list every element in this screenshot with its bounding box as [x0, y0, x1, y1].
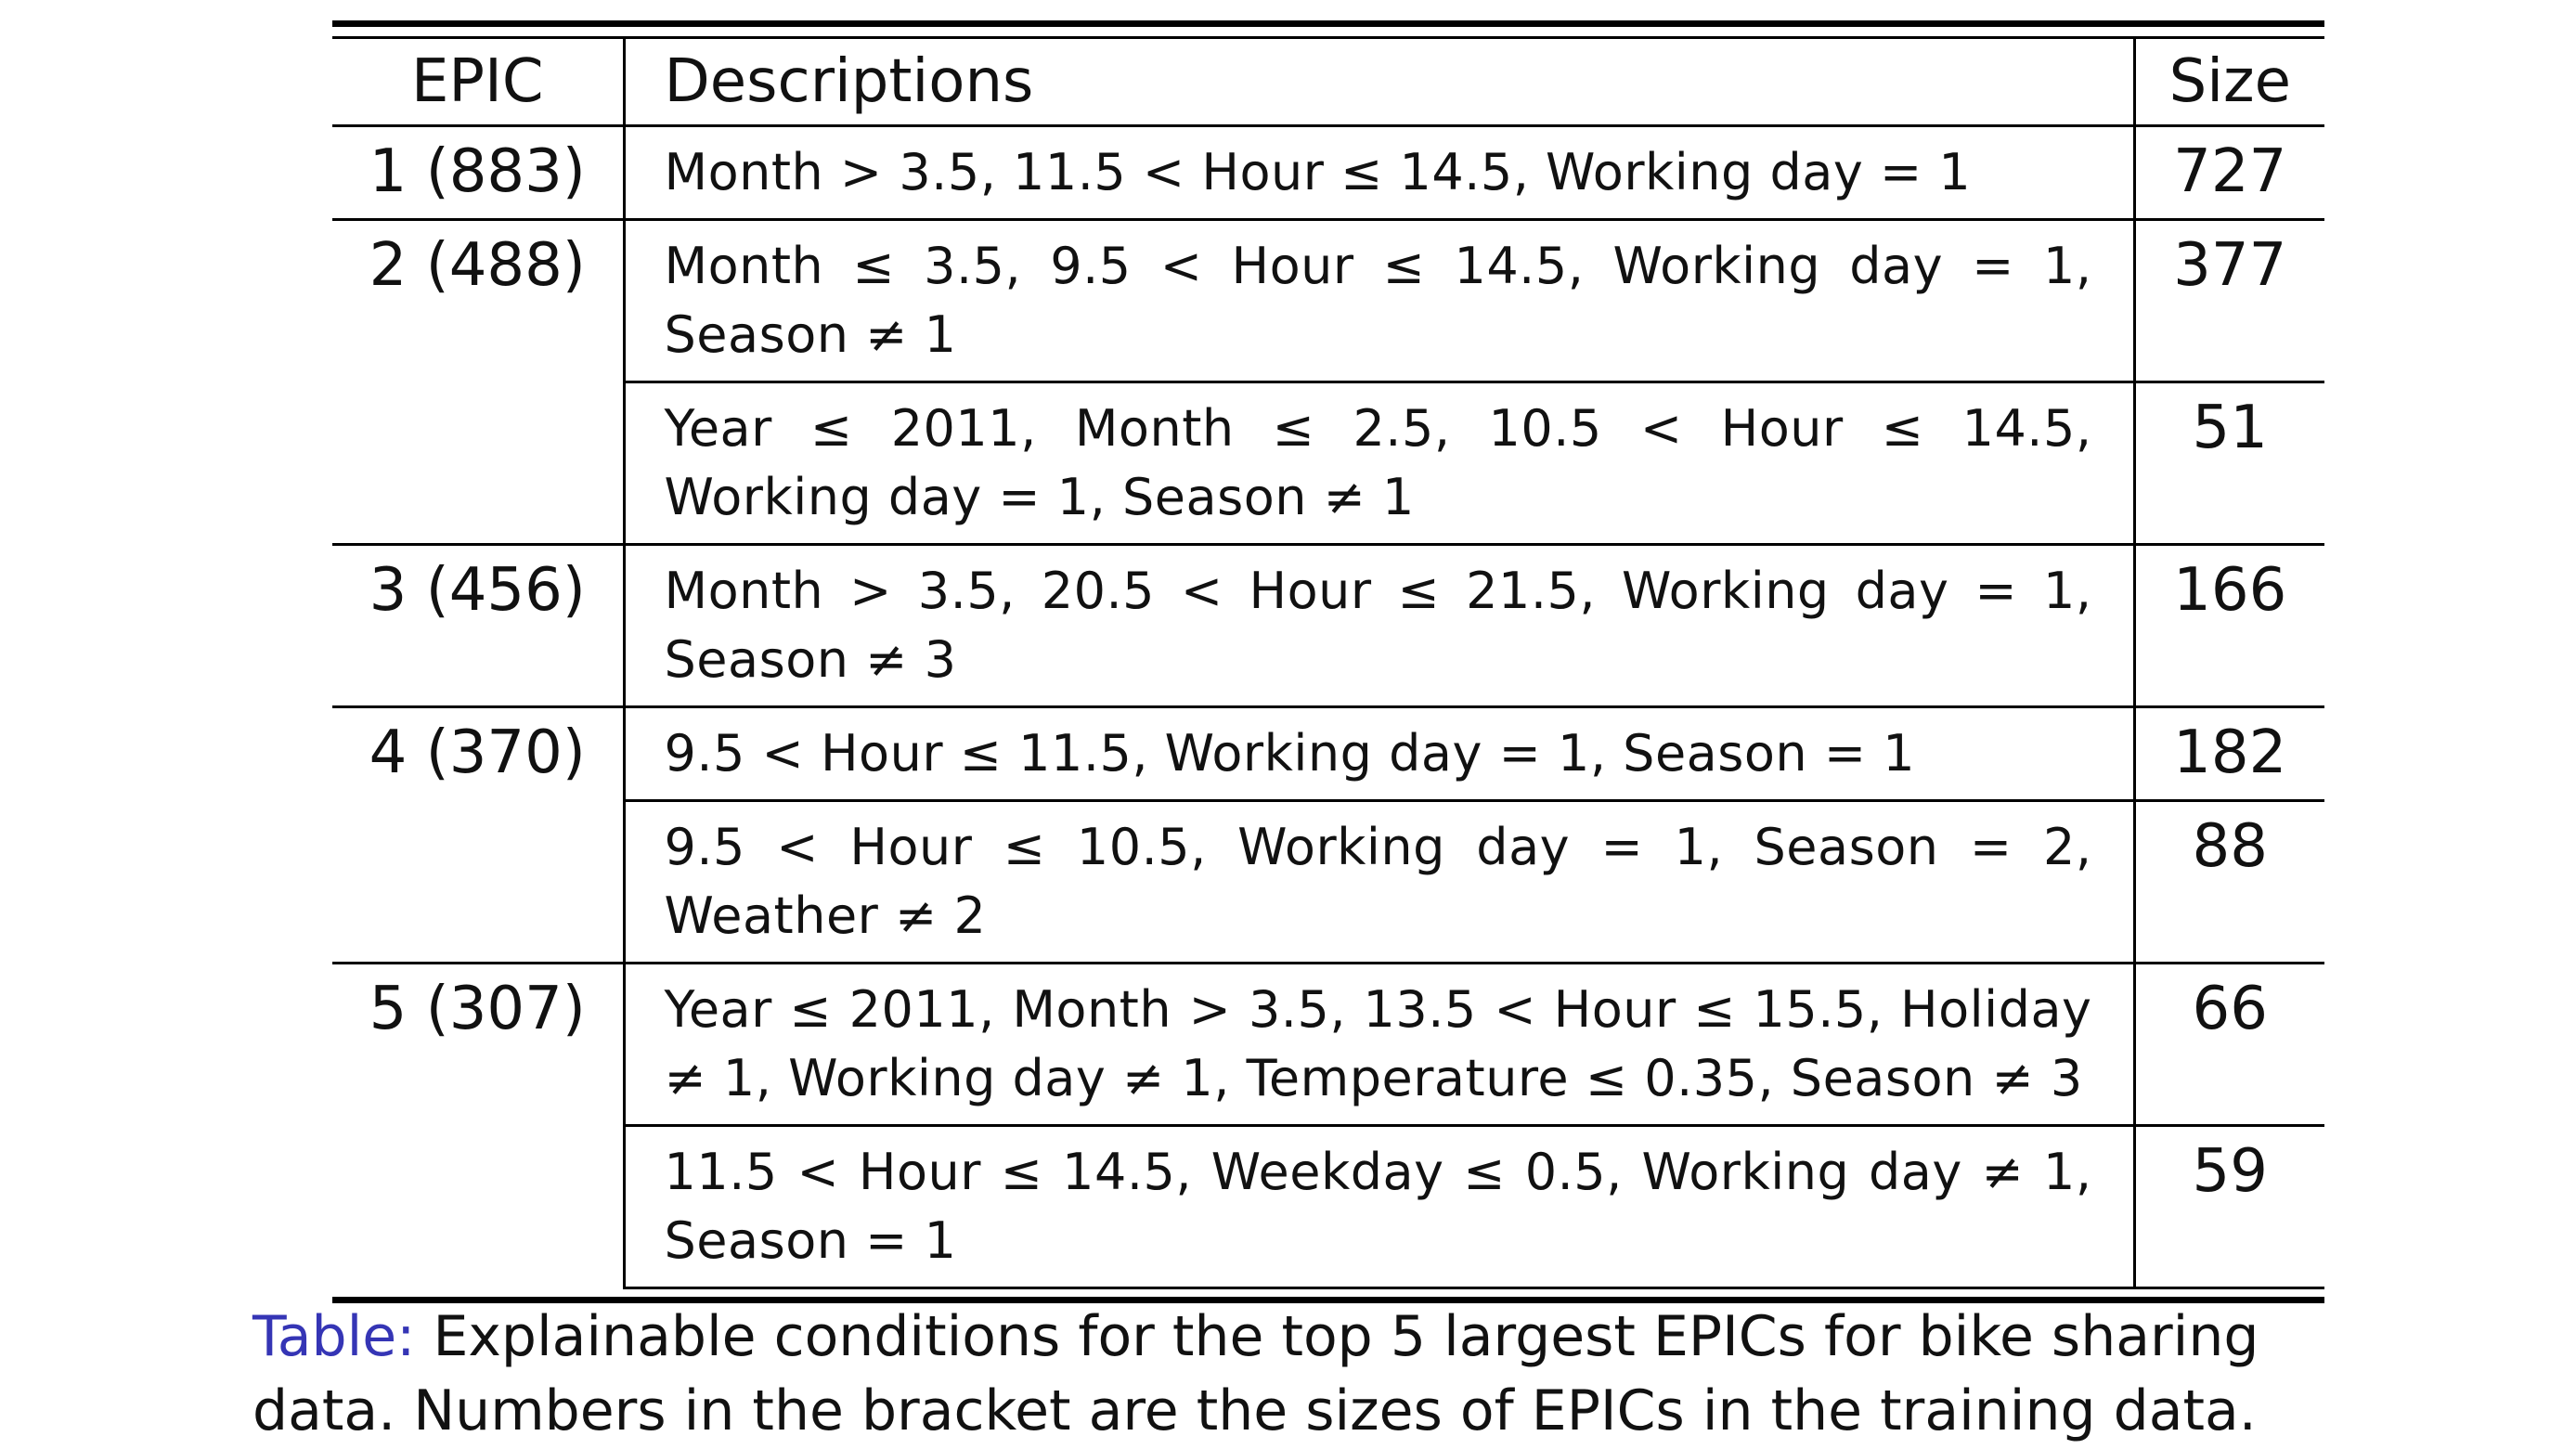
- caption-text: Explainable conditions for the top 5 lar…: [252, 1304, 2259, 1443]
- table-header-row: EPIC Descriptions Size: [332, 39, 2324, 127]
- table-row: 11.5 < Hour ≤ 14.5, Weekday ≤ 0.5, Worki…: [332, 1124, 2324, 1289]
- table-row: 3 (456) Month > 3.5, 20.5 < Hour ≤ 21.5,…: [332, 543, 2324, 707]
- epic-conditions-table: EPIC Descriptions Size 1 (883) Month > 3…: [332, 39, 2324, 1289]
- size-cell: 51: [2134, 381, 2324, 545]
- table-row: 5 (307) Year ≤ 2011, Month > 3.5, 13.5 <…: [332, 962, 2324, 1288]
- size-cell: 166: [2134, 543, 2324, 707]
- table-top-rule: [332, 20, 2324, 27]
- epic-id-cell: 3 (456): [332, 543, 626, 707]
- table-row: 9.5 < Hour ≤ 10.5, Working day = 1, Seas…: [332, 799, 2324, 964]
- description-cell: Month ≤ 3.5, 9.5 < Hour ≤ 14.5, Working …: [624, 218, 2136, 382]
- size-cell: 727: [2173, 137, 2287, 206]
- size-cell: 377: [2134, 218, 2324, 382]
- table-row: 1 (883) Month > 3.5, 11.5 < Hour ≤ 14.5,…: [332, 125, 2324, 220]
- epic-id-cell: 5 (307): [332, 962, 626, 1288]
- size-cell: 182: [2134, 705, 2324, 801]
- epic-id-cell: 2 (488): [332, 218, 626, 545]
- table-row: 2 (488) Month ≤ 3.5, 9.5 < Hour ≤ 14.5, …: [332, 218, 2324, 545]
- epic-id-cell: 1 (883): [332, 125, 626, 220]
- size-cell: 59: [2134, 1124, 2324, 1289]
- epic-table-container: EPIC Descriptions Size 1 (883) Month > 3…: [332, 20, 2324, 1303]
- table-header-rule: [332, 36, 2324, 39]
- table-row: 4 (370) 9.5 < Hour ≤ 11.5, Working day =…: [332, 705, 2324, 964]
- caption-label: Table:: [252, 1304, 416, 1369]
- table-caption: Table: Explainable conditions for the to…: [252, 1300, 2332, 1448]
- size-cell: 66: [2134, 962, 2324, 1126]
- description-cell: Year ≤ 2011, Month ≤ 2.5, 10.5 < Hour ≤ …: [624, 381, 2136, 545]
- table-bottom-rule: [332, 1297, 2324, 1303]
- header-epic: EPIC: [332, 39, 626, 127]
- description-cell: 9.5 < Hour ≤ 10.5, Working day = 1, Seas…: [624, 799, 2136, 964]
- table-row: Year ≤ 2011, Month ≤ 2.5, 10.5 < Hour ≤ …: [332, 381, 2324, 545]
- description-cell: Month > 3.5, 11.5 < Hour ≤ 14.5, Working…: [624, 125, 2136, 220]
- epic-id-cell: 4 (370): [332, 705, 626, 964]
- header-size: Size: [2134, 39, 2324, 127]
- header-descriptions: Descriptions: [624, 39, 2136, 127]
- description-cell: 9.5 < Hour ≤ 11.5, Working day = 1, Seas…: [624, 705, 2136, 801]
- description-cell: Month > 3.5, 20.5 < Hour ≤ 21.5, Working…: [624, 543, 2136, 707]
- description-cell: 11.5 < Hour ≤ 14.5, Weekday ≤ 0.5, Worki…: [624, 1124, 2136, 1289]
- size-cell: 88: [2134, 799, 2324, 964]
- description-cell: Year ≤ 2011, Month > 3.5, 13.5 < Hour ≤ …: [624, 962, 2136, 1126]
